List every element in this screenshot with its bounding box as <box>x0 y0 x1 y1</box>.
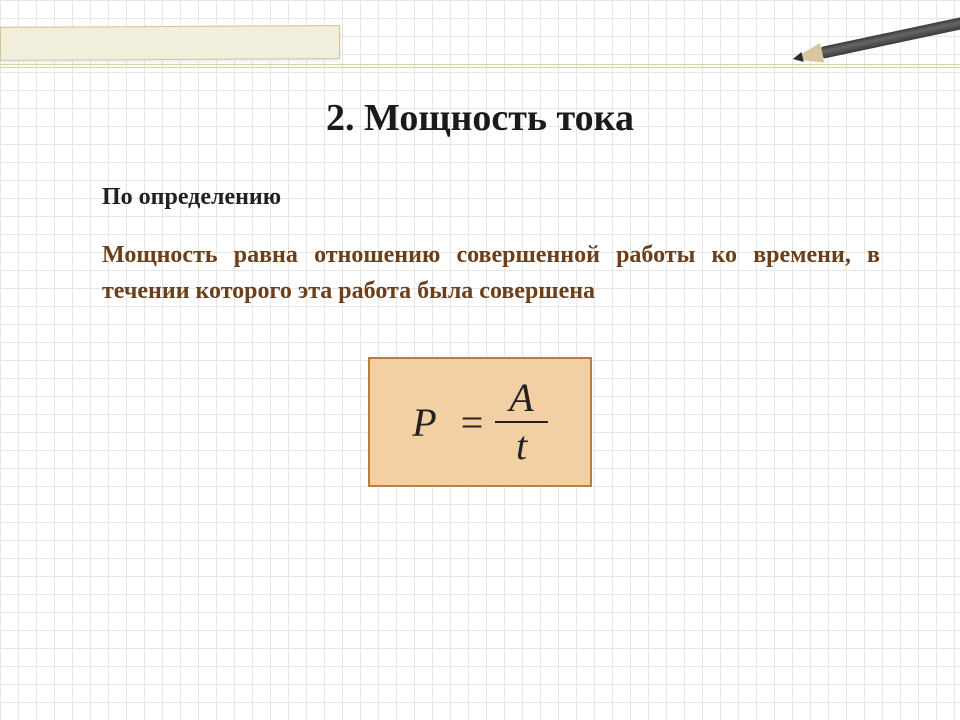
formula-fraction: A t <box>495 377 547 467</box>
formula-denominator: t <box>502 423 541 467</box>
slide-content: 2. Мощность тока По определению Мощность… <box>0 0 960 487</box>
formula-equals: = <box>461 399 484 446</box>
definition-text: Мощность равна отношению совершенной раб… <box>60 237 900 309</box>
formula-lhs: P <box>412 399 436 446</box>
formula-box: P = A t <box>368 357 591 487</box>
slide-title: 2. Мощность тока <box>60 96 900 140</box>
formula-container: P = A t <box>60 357 900 487</box>
formula-numerator: A <box>495 377 547 421</box>
subheading: По определению <box>60 184 900 211</box>
